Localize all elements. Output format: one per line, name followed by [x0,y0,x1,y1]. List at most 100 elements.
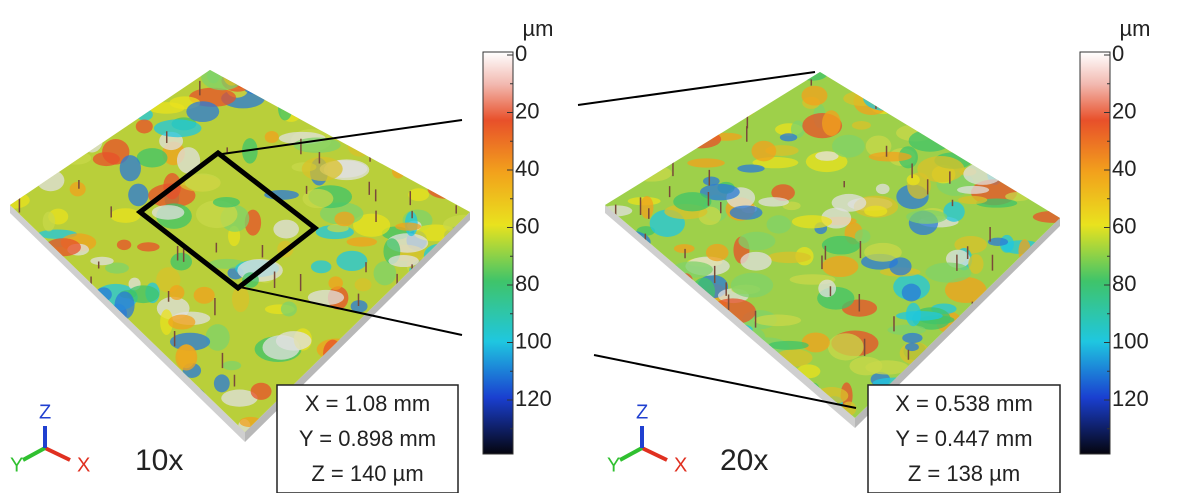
surface-patch [917,156,964,182]
surface-patch [420,351,434,368]
surface-patch [148,102,185,114]
surface-patch [388,255,419,267]
surface-patch [334,212,354,227]
surface-patch [925,263,971,283]
surface-patch [958,196,987,204]
surface-patch [768,252,811,263]
surface-patch [395,223,421,231]
surface-patch [969,340,1005,368]
surface-patch [244,83,273,94]
surface-patch [652,131,678,151]
surface-patch [906,303,921,326]
surface-patch [2,147,47,155]
colorbar-tick-label: 120 [515,386,552,411]
surface-patch [435,179,463,197]
surface-patch [95,346,132,358]
surface-patch [136,120,153,134]
surface-patch [687,158,725,167]
surface-patch [107,366,125,375]
surface-patch [600,168,618,194]
surface-patch [407,302,432,325]
surface-patch [1037,252,1058,277]
figure: µm020406080100120X = 1.08 mmY = 0.898 mm… [0,0,1179,493]
colorbar-tick-label: 20 [515,98,539,123]
dimension-text: X = 1.08 mm [305,391,430,416]
surface-patch [801,86,827,106]
surface-patch [425,169,469,190]
surface-patch [79,302,102,326]
surface-patch [450,289,471,302]
surface-patch [876,184,890,194]
surface-patch [673,192,711,211]
surface-patch [302,157,343,181]
surface-patch [9,240,37,259]
surface-patch [455,154,469,178]
surface-patch [265,131,279,143]
surface-patch [855,229,871,243]
surface-patch [0,234,24,254]
surface-patch [600,302,648,316]
surface-patch [902,333,922,343]
surface-patch [957,186,989,194]
colorbar-tick-label: 80 [1112,271,1136,296]
surface-patch [681,130,721,148]
surface-patch [931,73,976,97]
surface-patch [730,86,767,98]
surface-patch [418,68,460,95]
surface-patch [687,319,711,328]
axis-label-x: X [674,454,687,476]
surface-patch [902,284,921,302]
surface-patch [792,215,832,228]
surface-patch [45,350,89,363]
surface-patch [131,408,164,419]
surface-patch [605,104,642,126]
dimension-text: Z = 140 µm [311,461,423,486]
surface-patch [832,194,867,212]
axis-y [620,448,642,460]
surface-patch [175,344,197,370]
surface-patch [253,71,277,86]
surface-patch [358,335,399,357]
surface-patch [438,95,467,121]
surface-patch [0,172,23,197]
surface-patch [601,117,627,143]
surface-patch [81,126,103,153]
surface-patch [148,395,167,409]
surface-patch [747,407,787,422]
surface-patch [730,205,763,219]
surface-patch [168,315,195,330]
surface-patch [100,99,122,127]
surface-patch [77,117,95,131]
colorbar-tick-label: 40 [515,156,539,181]
surface-patch [664,376,681,398]
surface-patch [635,118,654,142]
surface-patch [685,330,705,356]
surface-patch [884,82,901,107]
axis-label-y: Y [10,454,23,476]
surface-patch [1045,62,1062,88]
surface-patch [612,254,628,274]
surface-patch [639,123,680,141]
surface-patch [751,141,776,162]
surface-patch [731,273,773,298]
surface-patch [822,236,860,255]
surface-patch [1043,348,1070,369]
surface-patch [432,356,459,366]
surface-patch [43,212,55,232]
surface-patch [24,329,52,348]
surface-patch [741,362,762,373]
surface-patch [70,410,85,435]
colorbar-tick-label: 20 [1112,98,1136,123]
surface-patch [715,357,758,379]
surface-patch [39,88,58,102]
surface-patch [995,173,1036,183]
surface-patch [70,182,86,197]
surface-patch [169,285,184,300]
colorbar-tick-label: 80 [515,271,539,296]
surface-patch [615,331,637,339]
surface-patch [611,62,651,88]
surface-patch [628,337,646,363]
surface-patch [47,107,59,130]
axis-label-z: Z [636,401,648,423]
surface-patch [406,118,418,143]
